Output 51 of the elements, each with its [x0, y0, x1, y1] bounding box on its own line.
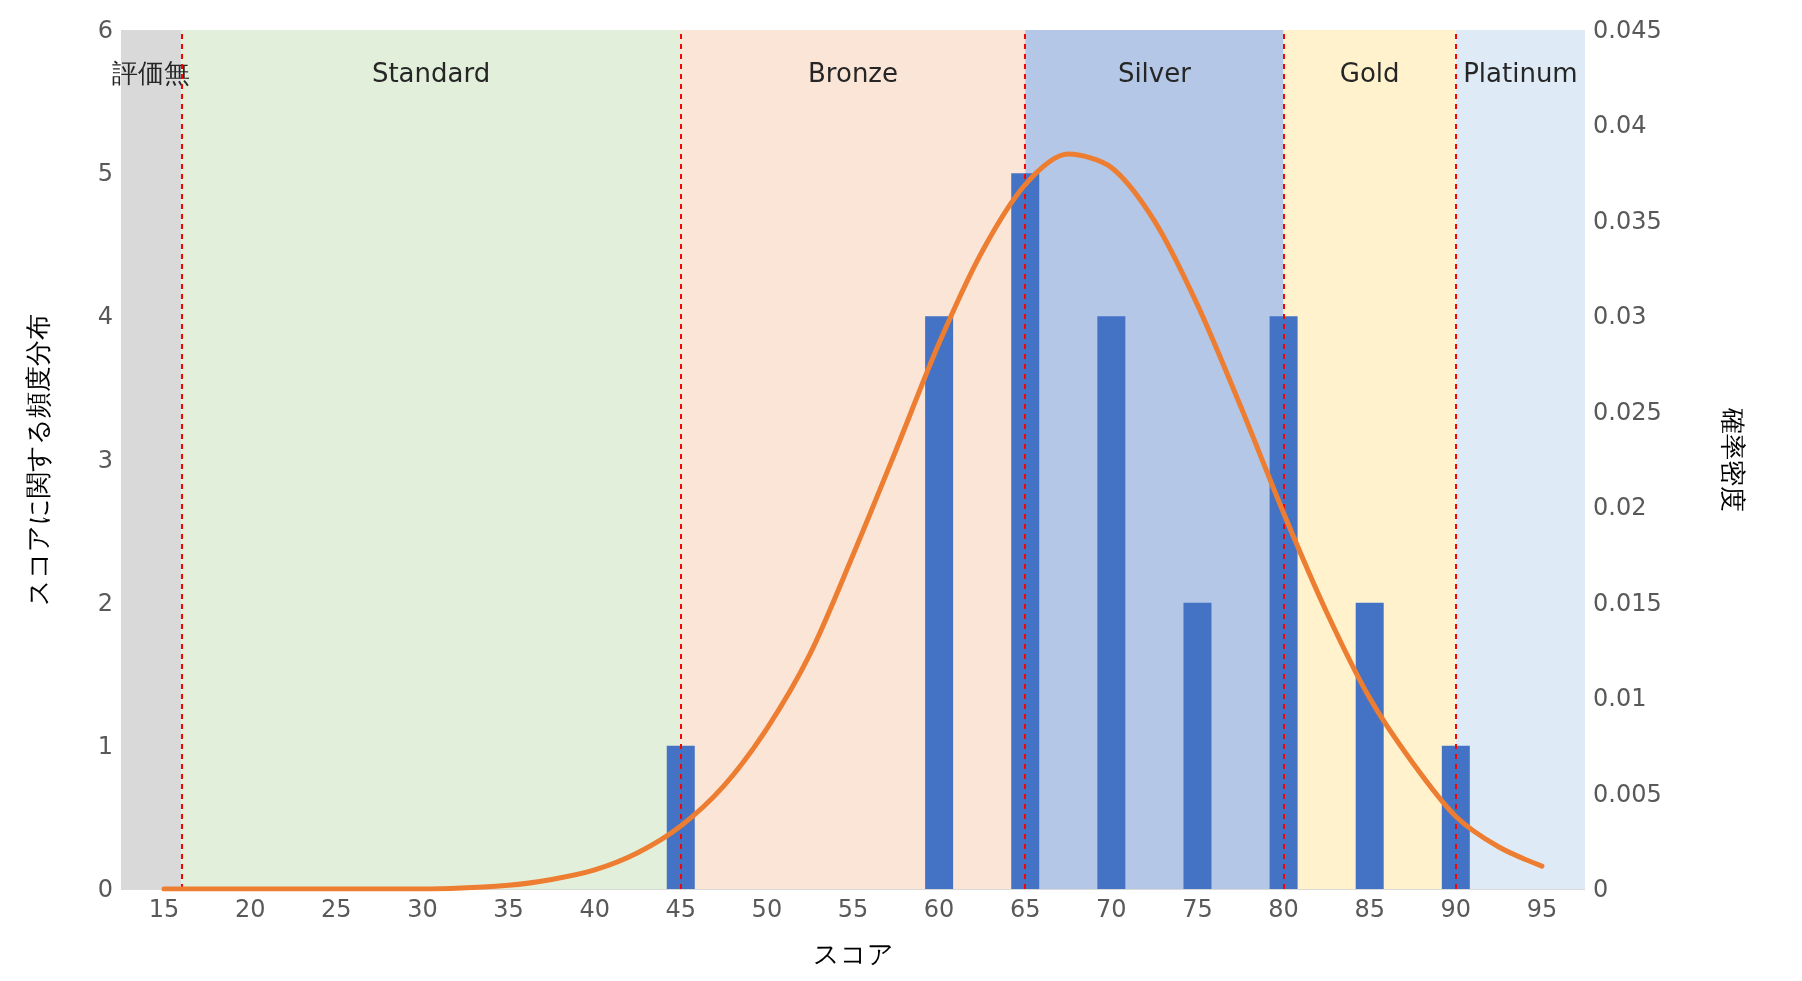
y2-tick-label: 0.035	[1593, 206, 1662, 235]
x-tick-label: 65	[1009, 895, 1041, 923]
x-tick-label: 40	[579, 895, 610, 923]
y2-tick-label: 0.01	[1593, 684, 1647, 713]
y-tick-label: 0	[97, 875, 113, 903]
x-tick-label: 85	[1354, 895, 1385, 923]
bar	[1011, 173, 1040, 889]
y2-tick-label: 0.045	[1593, 16, 1662, 44]
bar	[1097, 316, 1126, 889]
x-tick-label: 90	[1440, 895, 1472, 923]
y2-tick-label: 0.015	[1593, 588, 1662, 617]
y2-tick-label: 0.025	[1593, 397, 1662, 426]
band-label: Standard	[371, 58, 491, 88]
x-tick-label: 25	[321, 895, 352, 923]
x-tick-label: 95	[1526, 895, 1558, 923]
bar	[925, 316, 954, 889]
y2-axis-title: 確率密度	[1718, 406, 1748, 512]
x-tick-label: 35	[493, 895, 524, 923]
bar	[1355, 602, 1384, 889]
x-tick-label: 15	[148, 895, 180, 923]
band-label: 評価無	[112, 58, 191, 88]
band-label: Platinum	[1463, 58, 1578, 88]
x-tick-label: 75	[1182, 895, 1213, 923]
y-tick-label: 6	[97, 16, 113, 44]
x-tick-label: 50	[751, 895, 783, 923]
y-tick-label: 4	[97, 302, 113, 331]
x-tick-label: 45	[665, 895, 697, 923]
bar	[1269, 316, 1298, 889]
y2-tick-label: 0.04	[1593, 111, 1647, 140]
y2-tick-label: 0.03	[1593, 302, 1647, 331]
y-tick-label: 1	[97, 731, 113, 760]
y-axis-title: スコアに関する頻度分布	[23, 313, 53, 606]
band-label: Silver	[1117, 58, 1192, 88]
x-tick-label: 30	[407, 895, 438, 923]
x-tick-label: 80	[1268, 895, 1299, 923]
bar	[1441, 745, 1470, 889]
band-label: Bronze	[808, 58, 898, 88]
y-tick-label: 5	[97, 159, 113, 188]
bar	[1183, 602, 1212, 889]
x-tick-label: 60	[923, 895, 955, 923]
bar	[666, 745, 695, 889]
y2-tick-label: 0.005	[1593, 779, 1662, 808]
x-tick-label: 70	[1096, 895, 1127, 923]
x-axis-title: スコア	[812, 939, 894, 969]
y2-tick-label: 0	[1593, 875, 1609, 903]
x-tick-label: 55	[837, 895, 869, 923]
band-label: Gold	[1339, 58, 1400, 88]
x-tick-label: 20	[234, 895, 266, 923]
y-tick-label: 2	[97, 588, 113, 617]
y2-tick-label: 0.02	[1593, 493, 1647, 522]
y-tick-label: 3	[97, 445, 113, 474]
